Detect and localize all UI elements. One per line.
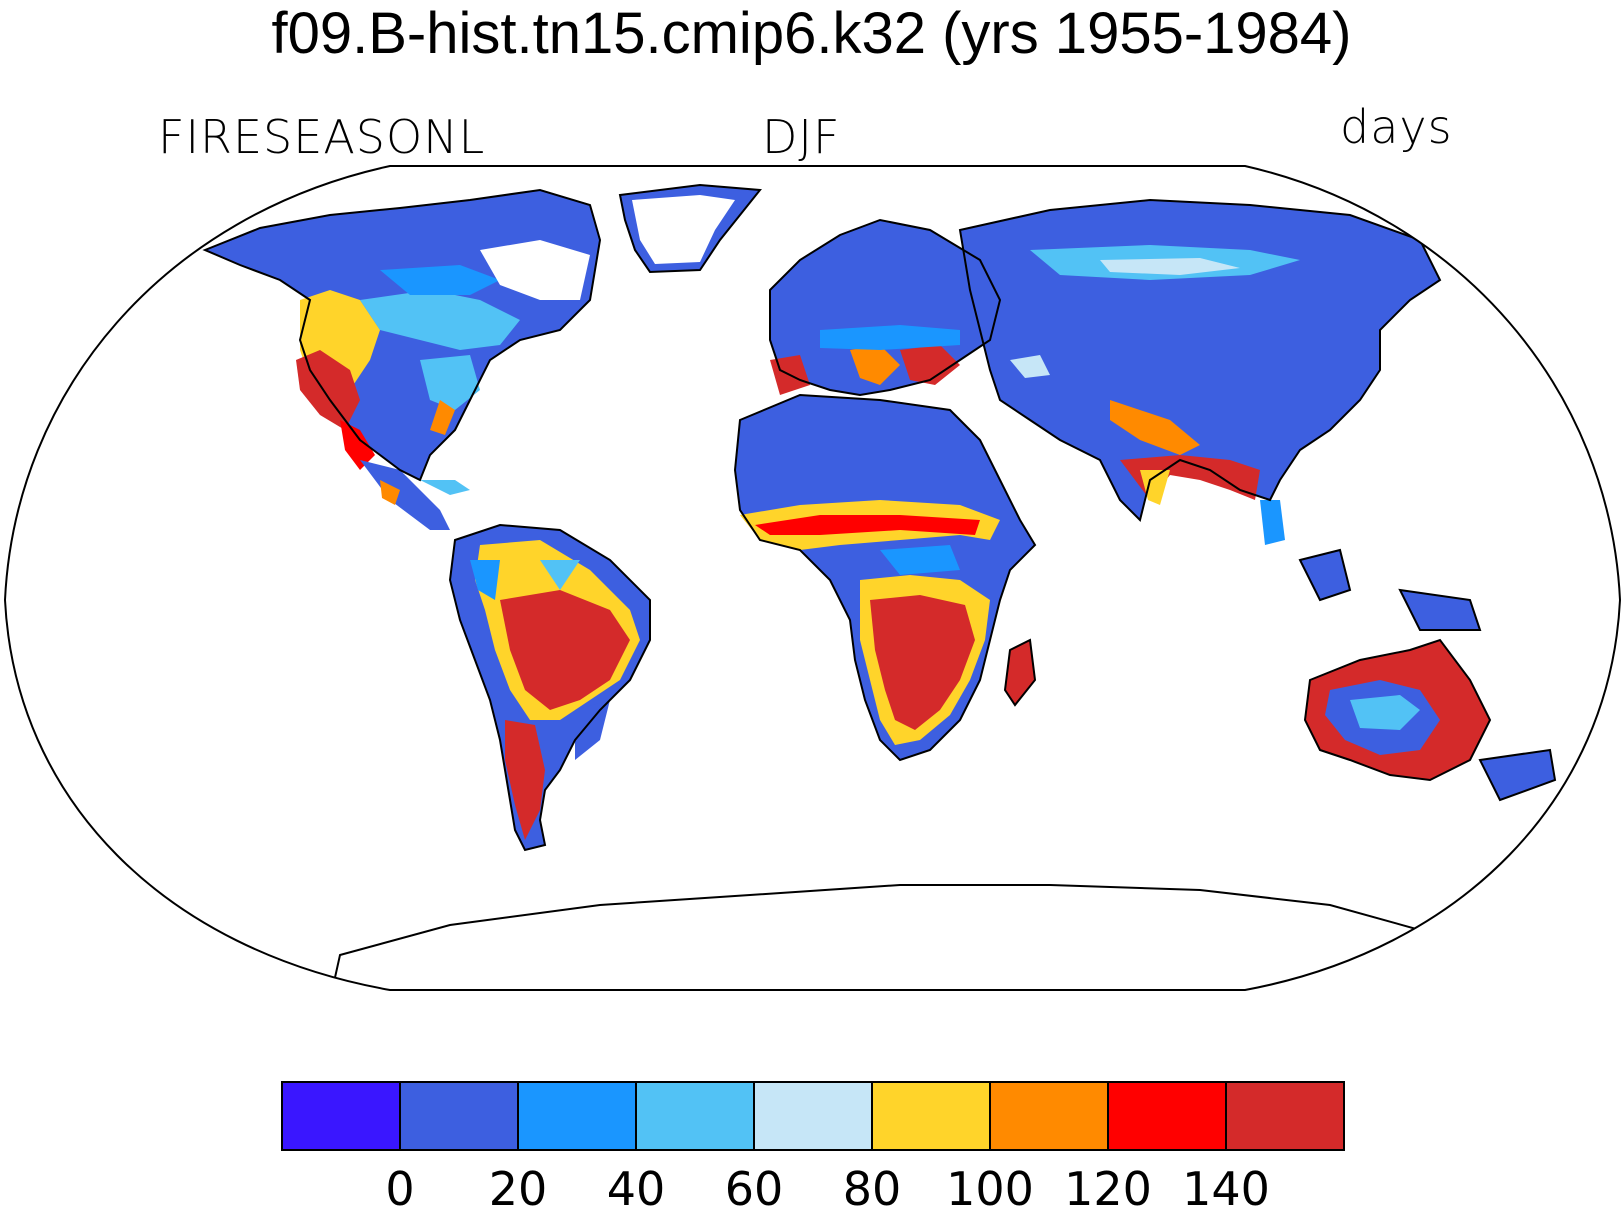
antarctica xyxy=(328,884,1482,990)
coastlines xyxy=(202,183,1557,852)
australia xyxy=(1305,640,1555,800)
colorbar-tick-label: 0 xyxy=(385,1162,415,1216)
colorbar-swatch xyxy=(635,1081,755,1151)
season-label: DJF xyxy=(762,110,841,164)
colorbar-swatch xyxy=(1225,1081,1345,1151)
colorbar-tick-label: 80 xyxy=(842,1162,902,1216)
colorbar-tick-label: 40 xyxy=(606,1162,666,1216)
colorbar-swatch xyxy=(1107,1081,1227,1151)
colorbar-tick-label: 120 xyxy=(1064,1162,1152,1216)
map-border xyxy=(3,165,1622,991)
plot-title: f09.B-hist.tn15.cmip6.k32 (yrs 1955-1984… xyxy=(271,1,1352,66)
colorbar-swatch xyxy=(871,1081,991,1151)
colorbar-tick-label: 140 xyxy=(1182,1162,1270,1216)
colorbar-tick-label: 20 xyxy=(488,1162,548,1216)
colorbar-swatch xyxy=(281,1081,401,1151)
north-america xyxy=(205,190,600,530)
units-label: days xyxy=(1340,100,1453,154)
colorbar-swatch xyxy=(399,1081,519,1151)
colorbar-swatch xyxy=(517,1081,637,1151)
colorbar-tick-label: 100 xyxy=(946,1162,1034,1216)
variable-label: FIRESEASONL xyxy=(158,110,486,164)
south-america xyxy=(450,525,650,850)
asia xyxy=(960,200,1480,630)
colorbar-swatch xyxy=(989,1081,1109,1151)
africa xyxy=(735,395,1035,760)
colorbar-swatch xyxy=(753,1081,873,1151)
colorbar-tick-label: 60 xyxy=(724,1162,784,1216)
